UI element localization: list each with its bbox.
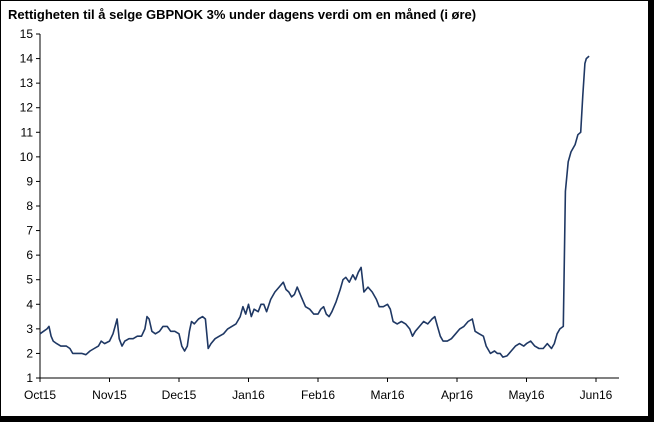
x-tick-label: Feb16 — [301, 388, 335, 402]
x-tick-label: Jan16 — [232, 388, 265, 402]
x-tick-label: Apr16 — [441, 388, 473, 402]
chart-axes — [39, 34, 619, 379]
y-tick-label: 9 — [26, 174, 33, 188]
x-tick-label: Mar16 — [370, 388, 404, 402]
y-tick-label: 5 — [26, 273, 33, 287]
y-tick-label: 15 — [20, 27, 34, 41]
x-axis-ticks: Oct15 Nov15 Dec15 Jan16 Feb16 Mar16 Apr16 May16… — [24, 378, 613, 402]
y-tick-label: 10 — [20, 150, 34, 164]
y-tick-label: 4 — [26, 297, 33, 311]
x-tick-label: Nov15 — [92, 388, 127, 402]
series-line — [39, 55, 590, 358]
y-tick-label: 3 — [26, 322, 33, 336]
y-tick-label: 14 — [20, 52, 34, 66]
chart-series — [39, 55, 590, 358]
y-tick-label: 7 — [26, 224, 33, 238]
y-tick-label: 2 — [26, 346, 33, 360]
chart-title: Rettigheten til å selge GBPNOK 3% under … — [8, 7, 477, 22]
x-tick-label: Jun16 — [580, 388, 613, 402]
x-tick-label: Oct15 — [24, 388, 56, 402]
y-tick-label: 12 — [20, 101, 34, 115]
y-tick-label: 6 — [26, 248, 33, 262]
y-tick-label: 8 — [26, 199, 33, 213]
y-tick-label: 13 — [20, 76, 34, 90]
x-tick-label: May16 — [508, 388, 544, 402]
x-tick-label: Dec15 — [162, 388, 197, 402]
y-tick-label: 11 — [21, 125, 34, 139]
y-tick-label: 1 — [26, 371, 33, 385]
